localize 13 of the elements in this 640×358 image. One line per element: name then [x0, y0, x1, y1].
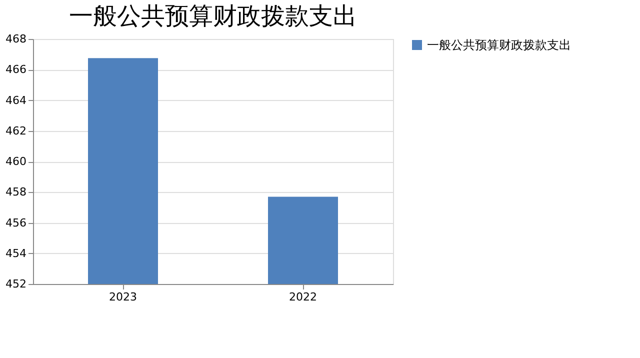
y-tick-label: 462 — [6, 124, 26, 138]
chart-title: 一般公共预算财政拨款支出 — [69, 2, 357, 30]
y-tick-label: 466 — [6, 63, 26, 76]
y-tick-label: 460 — [6, 155, 26, 168]
x-tick-label: 2022 — [289, 290, 317, 304]
y-tick-label: 452 — [6, 278, 26, 290]
y-tick-label: 468 — [6, 32, 26, 46]
y-tick-label: 458 — [6, 186, 26, 199]
y-tick-label: 454 — [6, 246, 26, 260]
x-tick-label: 2023 — [109, 290, 137, 304]
legend-label: 一般公共预算财政拨款支出 — [427, 38, 571, 52]
y-tick-label: 456 — [6, 216, 26, 230]
y-tick-label: 464 — [6, 94, 26, 107]
